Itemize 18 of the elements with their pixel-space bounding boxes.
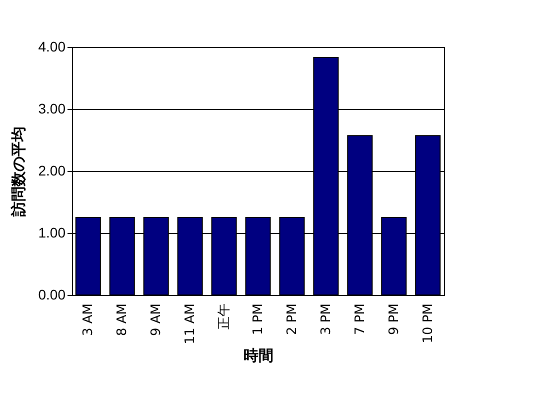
y-tick-label: 0.00 (38, 286, 66, 302)
x-tick-label: 7 PM (352, 304, 368, 335)
x-tick-label: 2 PM (284, 304, 300, 335)
x-tick-label: 正午 (217, 304, 232, 330)
y-tick-label: 3.00 (38, 100, 66, 116)
x-tick-label: 1 PM (251, 304, 266, 335)
y-tick-label: 1.00 (38, 224, 66, 240)
x-tick-label: 3 PM (318, 304, 334, 335)
x-tick-label: 9 PM (386, 304, 402, 335)
y-tick-label: 2.00 (38, 162, 66, 178)
y-axis-title: 訪問数の平均 (9, 126, 28, 218)
y-tick-label: 4.00 (38, 38, 66, 54)
x-tick-label: 8 AM (115, 304, 130, 336)
x-tick-label: 10 PM (420, 304, 436, 344)
x-tick-label: 11 AM (183, 304, 198, 344)
x-tick-label: 3 AM (81, 304, 96, 336)
x-axis-title: 時間 (244, 346, 274, 364)
x-tick-label: 9 AM (149, 304, 164, 336)
